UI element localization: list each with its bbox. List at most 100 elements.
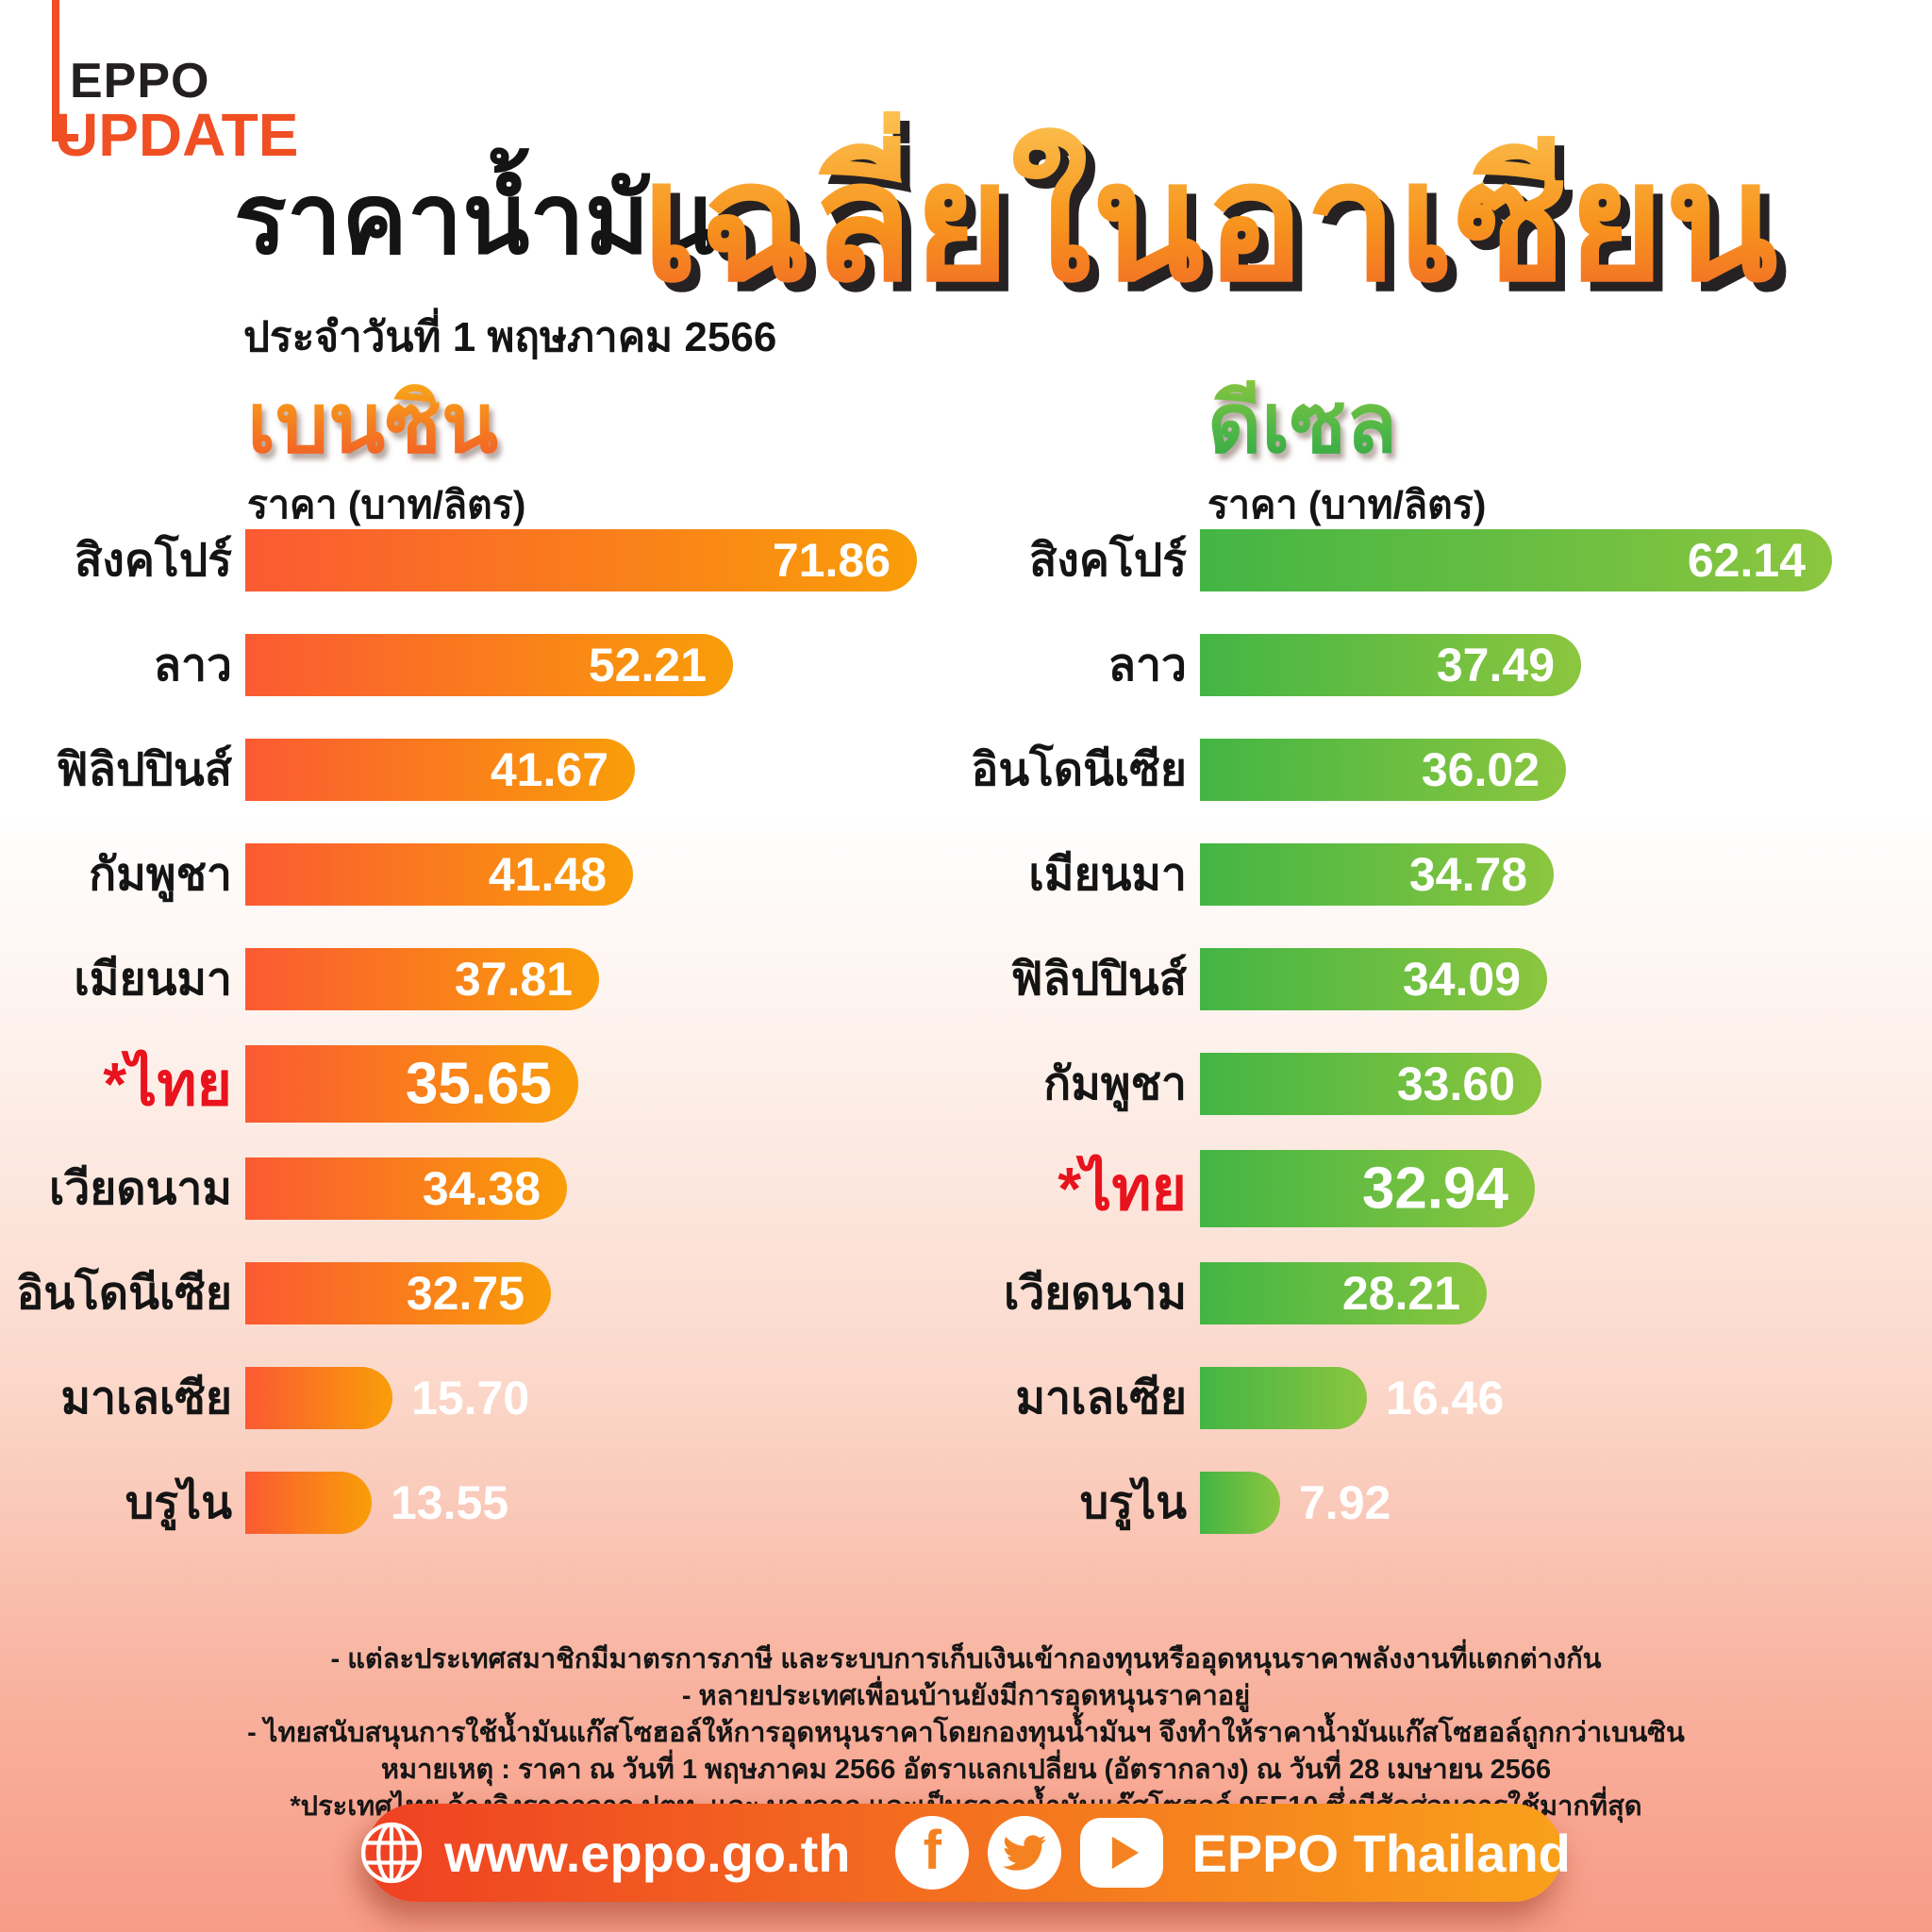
- bar-track: 32.75: [245, 1241, 551, 1345]
- brand-update-text: UPDATE: [55, 101, 299, 169]
- price-value: 15.70: [411, 1371, 530, 1424]
- bar-row: ลาว 37.49: [955, 612, 1832, 717]
- price-value: 34.09: [1402, 952, 1521, 1006]
- benzine-title: เบนซิน: [247, 376, 498, 470]
- bar-track: 33.60: [1200, 1031, 1541, 1136]
- price-value: 62.14: [1687, 533, 1806, 587]
- price-bar: 62.14: [1200, 528, 1832, 591]
- footer-brand-name: EPPO Thailand: [1191, 1823, 1571, 1883]
- country-label: *ไทย: [1058, 1154, 1187, 1223]
- bar-row: อินโดนีเซีย 32.75: [0, 1241, 917, 1345]
- price-bar: 52.21: [245, 633, 733, 696]
- price-value: 33.60: [1396, 1057, 1515, 1110]
- bar-track: 34.09: [1200, 926, 1547, 1031]
- price-bar: 32.94: [1200, 1149, 1535, 1227]
- price-value: 32.75: [406, 1266, 525, 1320]
- page-big-title: เฉลี่ยในอาเซียน: [641, 111, 1778, 336]
- diesel-unit-label: ราคา (บาท/ลิตร): [1208, 483, 1487, 527]
- price-bar: [245, 1471, 372, 1534]
- country-label: *ไทย: [103, 1049, 232, 1118]
- bar-row: กัมพูชา 33.60: [955, 1031, 1832, 1136]
- bar-row: ลาว 52.21: [0, 612, 917, 717]
- country-label: อินโดนีเซีย: [16, 1268, 232, 1319]
- bar-track: 13.55: [245, 1450, 508, 1555]
- footnotes: - แต่ละประเทศสมาชิกมีมาตรการภาษี และระบบ…: [0, 1641, 1932, 1825]
- page-title: ราคาน้ำมัน: [234, 165, 717, 275]
- country-label: กัมพูชา: [89, 849, 232, 900]
- globe-icon: [361, 1822, 423, 1884]
- country-label: ฟิลิปปินส์: [56, 744, 232, 795]
- diesel-title: ดีเซล: [1208, 376, 1397, 470]
- bar-row: มาเลเซีย 15.70: [0, 1345, 917, 1450]
- diesel-chart: สิงคโปร์ 62.14 ลาว 37.49 อินโดนีเซีย 36.02 เมี…: [955, 508, 1832, 1555]
- bar-row: *ไทย 35.65: [0, 1031, 917, 1136]
- bar-track: 32.94: [1200, 1136, 1535, 1241]
- country-label: สิงคโปร์: [1029, 535, 1187, 586]
- bar-row: เวียดนาม 28.21: [955, 1241, 1832, 1345]
- price-value: 71.86: [772, 533, 891, 587]
- bar-row: ฟิลิปปินส์ 34.09: [955, 926, 1832, 1031]
- twitter-icon[interactable]: [988, 1816, 1062, 1890]
- country-label: เวียดนาม: [1003, 1268, 1187, 1319]
- bar-track: 36.02: [1200, 717, 1566, 822]
- country-label: สิงคโปร์: [75, 535, 232, 586]
- country-label: มาเลเซีย: [1015, 1373, 1187, 1424]
- price-value: 7.92: [1299, 1475, 1391, 1529]
- bar-row: กัมพูชา 41.48: [0, 822, 917, 926]
- bar-track: 37.49: [1200, 612, 1581, 717]
- price-value: 13.55: [391, 1475, 509, 1529]
- brand-eppo-text: EPPO: [70, 54, 210, 108]
- bar-track: 62.14: [1200, 508, 1832, 612]
- country-label: เวียดนาม: [48, 1163, 232, 1214]
- price-value: 35.65: [405, 1051, 552, 1116]
- price-value: 41.48: [488, 847, 607, 901]
- bar-track: 41.67: [245, 717, 635, 822]
- price-bar: [1200, 1471, 1280, 1534]
- price-bar: 41.67: [245, 738, 635, 801]
- country-label: กัมพูชา: [1043, 1058, 1187, 1109]
- bar-track: 71.86: [245, 508, 917, 612]
- bar-track: 34.78: [1200, 822, 1554, 926]
- bar-track: 7.92: [1200, 1450, 1391, 1555]
- website-link[interactable]: www.eppo.go.th: [444, 1823, 851, 1883]
- price-value: 37.49: [1436, 638, 1555, 691]
- price-value: 52.21: [588, 638, 707, 691]
- footnote-line: หมายเหตุ : ราคา ณ วันที่ 1 พฤษภาคม 2566 …: [380, 1755, 1552, 1785]
- price-bar: 36.02: [1200, 738, 1566, 801]
- price-bar: [1200, 1366, 1367, 1429]
- price-bar: 37.49: [1200, 633, 1581, 696]
- facebook-icon[interactable]: f: [895, 1816, 970, 1890]
- youtube-icon[interactable]: [1080, 1818, 1164, 1888]
- country-label: เมียนมา: [1028, 849, 1187, 900]
- bar-row: เวียดนาม 34.38: [0, 1136, 917, 1241]
- price-value: 41.67: [490, 742, 608, 796]
- price-bar: 34.09: [1200, 947, 1547, 1010]
- country-label: ฟิลิปปินส์: [1010, 954, 1187, 1005]
- price-bar: 28.21: [1200, 1261, 1487, 1324]
- bar-track: 52.21: [245, 612, 733, 717]
- price-value: 16.46: [1386, 1371, 1505, 1424]
- bar-row: สิงคโปร์ 62.14: [955, 508, 1832, 612]
- price-bar: 35.65: [245, 1044, 578, 1123]
- bar-track: 41.48: [245, 822, 633, 926]
- country-label: อินโดนีเซีย: [971, 744, 1187, 795]
- bar-track: 16.46: [1200, 1345, 1504, 1450]
- bar-track: 28.21: [1200, 1241, 1487, 1345]
- bar-track: 15.70: [245, 1345, 529, 1450]
- country-label: ลาว: [153, 640, 232, 691]
- bar-row: *ไทย 32.94: [955, 1136, 1832, 1241]
- page-date: ประจำวันที่ 1 พฤษภาคม 2566: [243, 314, 777, 360]
- price-bar: 71.86: [245, 528, 917, 591]
- bar-row: บรูไน 13.55: [0, 1450, 917, 1555]
- price-bar: 41.48: [245, 842, 633, 906]
- country-label: ลาว: [1108, 640, 1187, 691]
- bar-track: 34.38: [245, 1136, 567, 1241]
- price-value: 36.02: [1421, 742, 1540, 796]
- country-label: เมียนมา: [74, 954, 232, 1005]
- bar-row: สิงคโปร์ 71.86: [0, 508, 917, 612]
- footer-bar: www.eppo.go.th f EPPO Thailand: [361, 1804, 1571, 1902]
- country-label: บรูไน: [125, 1477, 232, 1528]
- brand-accent-line: [52, 0, 78, 142]
- diesel-chart-header: ดีเซล ราคา (บาท/ลิตร): [1208, 375, 1486, 536]
